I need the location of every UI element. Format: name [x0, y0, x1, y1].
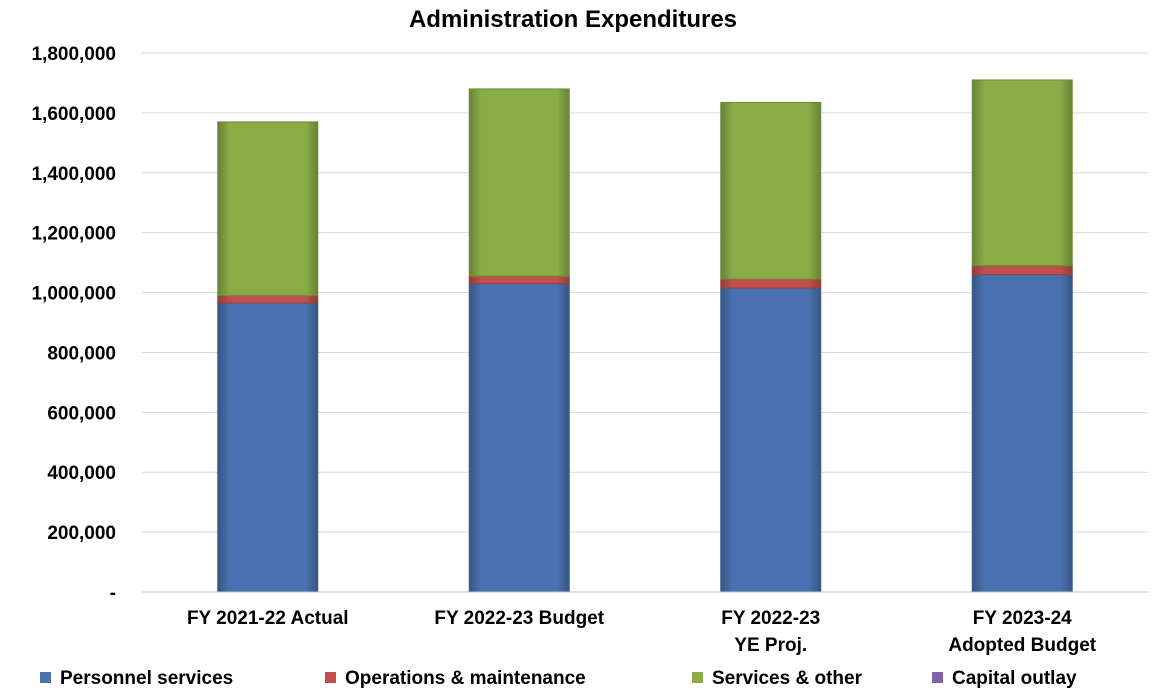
legend-swatch [932, 672, 943, 683]
bar-segment [720, 287, 822, 593]
y-tick-label: 1,800,000 [31, 44, 116, 65]
legend-swatch [40, 672, 51, 683]
x-category-label: FY 2022-23 Budget [434, 608, 604, 629]
y-tick-label: 800,000 [47, 343, 116, 364]
bar-segment [720, 101, 822, 280]
legend-swatch [325, 672, 336, 683]
y-axis-tick-labels: - 200,000 400,000 600,000 800,000 1,000,000 1,… [31, 44, 116, 604]
x-category-label: FY 2021-22 Actual [187, 608, 349, 629]
y-tick-label: 1,400,000 [31, 164, 116, 185]
y-tick-label: 200,000 [47, 523, 116, 544]
y-tick-label: 1,200,000 [31, 224, 116, 245]
bar-segment [217, 121, 319, 297]
bar-segment [720, 278, 822, 289]
legend-label: Operations & maintenance [345, 668, 586, 689]
bar-segment [217, 295, 319, 304]
bar-segment [971, 79, 1073, 267]
x-axis-category-labels: FY 2021-22 Actual FY 2022-23 Budget FY 202… [187, 608, 1097, 656]
bar-segment [971, 274, 1073, 593]
x-category-label: YE Proj. [734, 635, 807, 656]
x-category-label: Adopted Budget [948, 635, 1096, 656]
x-category-label: FY 2023-24 [973, 608, 1072, 629]
legend-label: Services & other [712, 668, 863, 689]
y-tick-label: 400,000 [47, 463, 116, 484]
bar-segment [468, 275, 570, 285]
bars [217, 79, 1073, 593]
y-tick-label: 1,000,000 [31, 284, 116, 305]
bar-segment [971, 265, 1073, 276]
legend-label: Capital outlay [952, 668, 1077, 689]
chart-title: Administration Expenditures [409, 6, 737, 33]
legend: Personnel services Operations & maintenan… [40, 668, 1077, 689]
y-tick-label: - [110, 583, 116, 604]
legend-label: Personnel services [60, 668, 233, 689]
x-category-label: FY 2022-23 [721, 608, 820, 629]
y-tick-label: 1,600,000 [31, 104, 116, 125]
legend-swatch [692, 672, 703, 683]
bar-segment [217, 302, 319, 593]
bar-segment [468, 283, 570, 593]
y-tick-label: 600,000 [47, 403, 116, 424]
bar-segment [468, 88, 570, 277]
